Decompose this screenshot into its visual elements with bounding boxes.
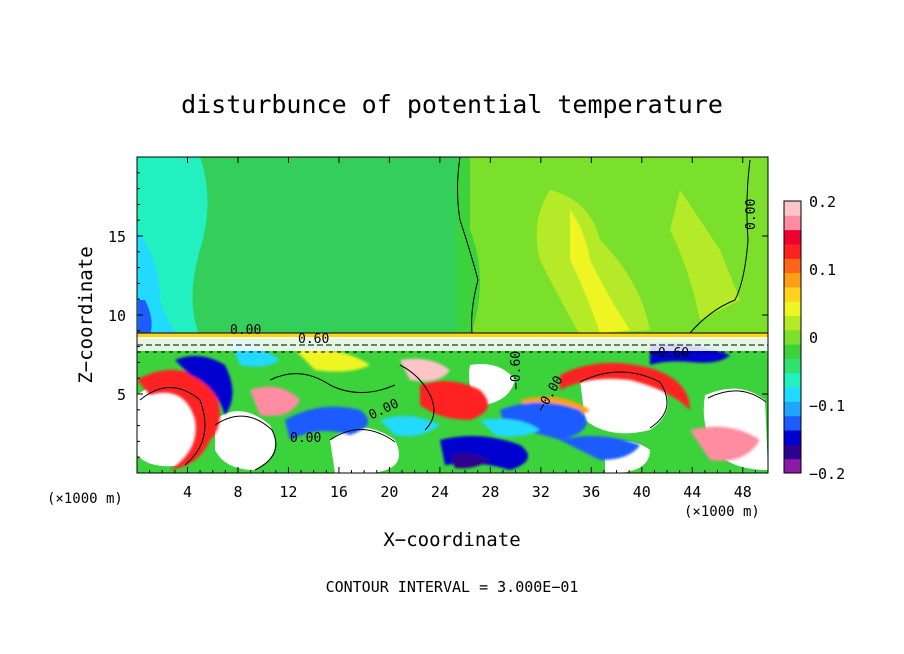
colorbar-swatch bbox=[784, 258, 801, 274]
x-tick-label: 4 bbox=[183, 483, 192, 501]
colorbar-swatch bbox=[784, 286, 801, 302]
contour-lower-2 bbox=[214, 415, 277, 471]
colorbar-swatch bbox=[784, 315, 801, 331]
blue-band-6 bbox=[560, 436, 640, 460]
contour-lower-6 bbox=[269, 373, 396, 393]
colorbar-swatch bbox=[784, 272, 801, 288]
colorbar-swatch bbox=[784, 458, 801, 474]
contour-label: 0.60 bbox=[298, 332, 329, 347]
blue-patch-left bbox=[138, 300, 152, 335]
colorbar-tick-label: −0.1 bbox=[809, 397, 845, 415]
x-tick-label: 24 bbox=[431, 483, 449, 501]
colorbar: 0.2 0.1 0 −0.1 −0.2 bbox=[783, 193, 845, 483]
white-cell-2 bbox=[215, 411, 275, 470]
inversion-layer bbox=[137, 333, 768, 339]
colorbar-swatch bbox=[784, 358, 801, 374]
contour-label: −0.60 bbox=[509, 351, 524, 390]
colorbar-swatch bbox=[784, 372, 801, 388]
colorbar-swatch bbox=[784, 215, 801, 231]
x-tick-label: 40 bbox=[633, 483, 651, 501]
contour-label: 0.00 bbox=[230, 323, 261, 338]
x-tick-label: 28 bbox=[481, 483, 499, 501]
x-unit-left: (×1000 m) bbox=[47, 491, 123, 507]
contour-label: −0.60 bbox=[650, 346, 689, 361]
red-band-2 bbox=[420, 381, 488, 420]
x-tick-label: 12 bbox=[279, 483, 297, 501]
colorbar-swatch bbox=[784, 444, 801, 460]
x-tick-label: 20 bbox=[380, 483, 398, 501]
colorbar-frame bbox=[783, 200, 802, 474]
x-axis-label: X−coordinate bbox=[383, 529, 520, 551]
contour-interval-footer: CONTOUR INTERVAL = 3.000E−01 bbox=[326, 578, 579, 596]
colorbar-tick-label: −0.2 bbox=[809, 465, 845, 483]
x-tick-label: 16 bbox=[330, 483, 348, 501]
pink-band-3 bbox=[690, 426, 760, 461]
contour-lower-5 bbox=[707, 390, 767, 403]
white-cell-4 bbox=[580, 370, 668, 434]
contour-lower-1 bbox=[139, 387, 206, 466]
cyan-band-2 bbox=[480, 418, 540, 437]
white-cell-3 bbox=[330, 427, 400, 473]
x-tick-label: 48 bbox=[734, 483, 752, 501]
contour-zero-right bbox=[457, 157, 479, 334]
contour-label: 0.00 bbox=[744, 199, 759, 230]
colorbar-swatch bbox=[784, 301, 801, 317]
contour-lines bbox=[137, 157, 768, 471]
inversion-band bbox=[137, 337, 768, 351]
x-tick-label: 8 bbox=[233, 483, 242, 501]
yellow-region bbox=[536, 190, 650, 335]
contour-lower-4 bbox=[579, 371, 668, 429]
red-band-1 bbox=[137, 370, 220, 470]
chart-title: disturbunce of potential temperature bbox=[181, 90, 723, 119]
colorbar-swatch bbox=[784, 329, 801, 345]
colorbar-tick-label: 0 bbox=[809, 329, 818, 347]
colorbar-swatch bbox=[784, 401, 801, 417]
y-tick-label: 5 bbox=[117, 386, 126, 404]
colorbar-swatch bbox=[784, 387, 801, 402]
colorbar-swatch bbox=[784, 430, 801, 445]
x-tick-label: 44 bbox=[683, 483, 701, 501]
pink-band-2 bbox=[400, 358, 450, 382]
heatmap-field bbox=[137, 157, 768, 473]
y-tick-label: 15 bbox=[108, 228, 126, 246]
yellow-region-3 bbox=[670, 190, 740, 320]
colorbar-swatch bbox=[784, 243, 801, 259]
x-tick-label: 32 bbox=[532, 483, 550, 501]
x-tick-label: 36 bbox=[582, 483, 600, 501]
y-tick-label: 10 bbox=[108, 307, 126, 325]
yellow-band bbox=[295, 349, 370, 372]
colorbar-swatch bbox=[784, 229, 801, 245]
purple-band bbox=[450, 453, 490, 469]
colorbar-tick-label: 0.1 bbox=[809, 261, 836, 279]
contour-lower-7 bbox=[399, 364, 435, 431]
contour-zero-far-right bbox=[689, 159, 751, 334]
contour-lower-3 bbox=[329, 429, 396, 443]
x-unit-right: (×1000 m) bbox=[684, 504, 760, 520]
blue-band-1 bbox=[175, 356, 233, 415]
red-band-3 bbox=[560, 362, 690, 410]
colorbar-swatch bbox=[784, 415, 801, 431]
colorbar-tick-label: 0.2 bbox=[809, 193, 836, 211]
pink-band-1 bbox=[250, 386, 300, 416]
contour-label: 0.00 bbox=[290, 431, 321, 446]
yellow-region-2 bbox=[570, 210, 630, 333]
cyan-band-3 bbox=[380, 416, 440, 437]
y-axis-label: Z−coordinate bbox=[75, 246, 97, 383]
colorbar-swatch bbox=[784, 201, 801, 216]
colorbar-swatch bbox=[784, 344, 801, 359]
